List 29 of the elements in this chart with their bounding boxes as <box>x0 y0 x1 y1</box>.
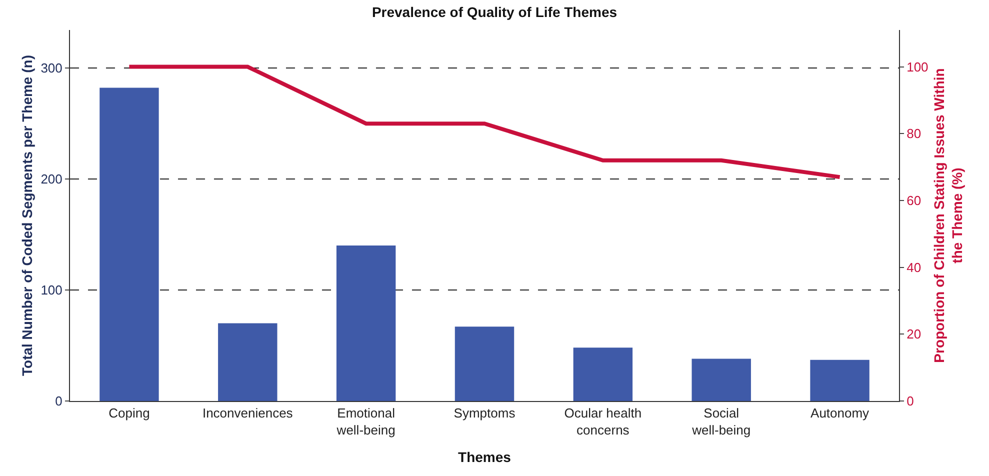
line-series <box>127 64 842 180</box>
x-tick-label: Coping <box>108 406 150 421</box>
x-tick-label: Social well-being <box>691 406 751 438</box>
y2-tick-label: 0 <box>906 394 914 409</box>
x-tick-label: Autonomy <box>810 406 870 421</box>
bar <box>810 360 870 401</box>
y2-tick-label: 20 <box>906 326 922 342</box>
x-tick-label: Symptoms <box>454 406 516 421</box>
y2-tick-label: 80 <box>906 126 922 142</box>
chart-title: Prevalence of Quality of Life Themes <box>372 4 618 20</box>
y2-tick-label: 100 <box>906 59 928 74</box>
x-tick-label: Ocular health concerns <box>564 406 642 438</box>
bar <box>454 326 514 401</box>
x-axis-title: Themes <box>458 448 512 465</box>
y2-tick-label: 40 <box>906 260 922 275</box>
y2-axis-title: Proportion of Children Stating Issues Within the Theme (%) <box>931 68 966 363</box>
x-tick-label: Emotional well-being <box>336 406 396 438</box>
y2-tick-label: 60 <box>906 193 922 208</box>
y-axis-title: Total Number of Coded Segments per Theme (n) <box>19 55 35 376</box>
y-tick-label: 200 <box>40 171 62 186</box>
bar <box>100 88 159 401</box>
y-tick-label: 0 <box>55 394 62 409</box>
x-tick-label: Inconveniences <box>202 406 294 421</box>
bar <box>336 245 396 401</box>
y-tick-label: 300 <box>40 60 62 76</box>
bar <box>573 348 633 401</box>
bar <box>692 358 751 401</box>
y-tick-label: 100 <box>40 282 62 298</box>
bar <box>218 323 278 401</box>
